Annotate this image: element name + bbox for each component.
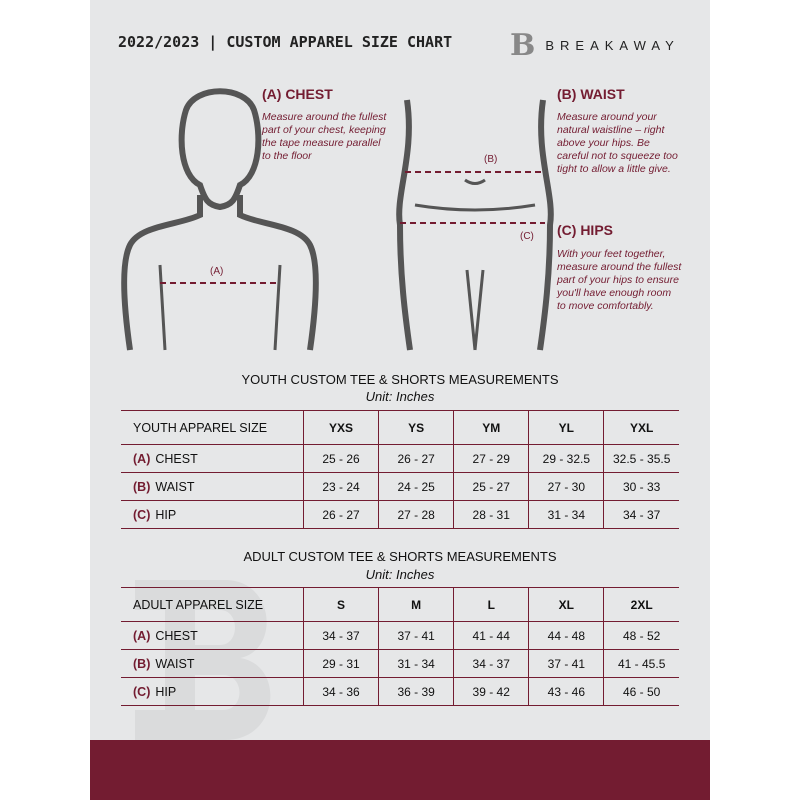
waist-description: Measure around your natural waistline – … bbox=[557, 111, 678, 175]
chest-description: Measure around the fullest part of your … bbox=[262, 111, 387, 162]
table-cell: 41 - 44 bbox=[453, 621, 529, 650]
header-cell: YOUTH APPAREL SIZE bbox=[121, 410, 304, 445]
table-cell: 34 - 37 bbox=[302, 621, 379, 650]
table-cell: 29 - 31 bbox=[302, 649, 379, 678]
measure-name: CHEST bbox=[155, 628, 198, 643]
table-cell: 34 - 37 bbox=[603, 500, 679, 529]
table-cell: 26 - 27 bbox=[378, 444, 454, 473]
table-row: (C) HIP 26 - 27 27 - 28 28 - 31 31 - 34 34 - 3… bbox=[121, 500, 679, 529]
page-title: 2022/2023 | CUSTOM APPAREL SIZE CHART bbox=[118, 33, 453, 51]
table-cell: 32.5 - 35.5 bbox=[603, 444, 679, 473]
table-cell: 23 - 24 bbox=[302, 472, 379, 501]
hips-illustration bbox=[396, 99, 554, 351]
measure-name: HIP bbox=[155, 684, 177, 699]
table-cell: 41 - 45.5 bbox=[603, 649, 679, 678]
table-cell: 27 - 28 bbox=[378, 500, 454, 529]
measure-label: (C) HIP bbox=[121, 500, 304, 529]
brand-logo: B BREAKAWAY bbox=[510, 28, 680, 63]
table-header-row: YOUTH APPAREL SIZE YXS YS YM YL YXL bbox=[121, 410, 679, 445]
table-cell: 24 - 25 bbox=[378, 472, 454, 501]
table-cell: 30 - 33 bbox=[603, 472, 679, 501]
waist-heading: (B) WAIST bbox=[557, 86, 625, 102]
measure-code: (C) bbox=[133, 507, 151, 522]
waist-marker: (B) bbox=[484, 154, 498, 165]
header-cell: YS bbox=[378, 410, 454, 445]
youth-size-table: YOUTH APPAREL SIZE YXS YS YM YL YXL (A) CHEST 25… bbox=[121, 410, 679, 529]
table-cell: 48 - 52 bbox=[603, 621, 679, 650]
measure-name: WAIST bbox=[155, 479, 195, 494]
measure-code: (A) bbox=[133, 628, 151, 643]
table-cell: 29 - 32.5 bbox=[528, 444, 604, 473]
table-cell: 39 - 42 bbox=[453, 677, 529, 706]
header-cell: XL bbox=[528, 587, 604, 622]
measure-label: (A) CHEST bbox=[121, 621, 304, 650]
adult-size-table: ADULT APPAREL SIZE S M L XL 2XL (A) CHEST 34 - 3… bbox=[121, 587, 679, 706]
youth-unit: Unit: Inches bbox=[365, 389, 435, 404]
adult-table-title: ADULT CUSTOM TEE & SHORTS MEASUREMENTS bbox=[243, 549, 557, 564]
youth-table-title: YOUTH CUSTOM TEE & SHORTS MEASUREMENTS bbox=[241, 372, 559, 387]
measure-name: HIP bbox=[155, 507, 177, 522]
header-cell: YM bbox=[453, 410, 529, 445]
adult-unit: Unit: Inches bbox=[365, 567, 435, 582]
table-cell: 25 - 27 bbox=[453, 472, 529, 501]
table-cell: 25 - 26 bbox=[302, 444, 379, 473]
measure-label: (B) WAIST bbox=[121, 649, 304, 678]
table-cell: 31 - 34 bbox=[528, 500, 604, 529]
header-cell: YXL bbox=[603, 410, 679, 445]
measure-code: (B) bbox=[133, 479, 151, 494]
measure-code: (C) bbox=[133, 684, 151, 699]
table-row: (A) CHEST 25 - 26 26 - 27 27 - 29 29 - 32.5 32… bbox=[121, 444, 679, 473]
header-cell: ADULT APPAREL SIZE bbox=[121, 587, 304, 622]
measure-label: (C) HIP bbox=[121, 677, 304, 706]
header-cell: S bbox=[302, 587, 379, 622]
measure-code: (B) bbox=[133, 656, 151, 671]
footer-band bbox=[90, 740, 710, 800]
table-cell: 27 - 29 bbox=[453, 444, 529, 473]
table-cell: 36 - 39 bbox=[378, 677, 454, 706]
table-cell: 31 - 34 bbox=[378, 649, 454, 678]
header-cell: 2XL bbox=[603, 587, 679, 622]
brand-name: BREAKAWAY bbox=[545, 38, 680, 53]
header-cell: M bbox=[378, 587, 454, 622]
chest-heading: (A) CHEST bbox=[262, 86, 333, 102]
table-cell: 37 - 41 bbox=[528, 649, 604, 678]
table-cell: 28 - 31 bbox=[453, 500, 529, 529]
size-chart-page: 2022/2023 | CUSTOM APPAREL SIZE CHART B … bbox=[90, 0, 710, 800]
table-header-row: ADULT APPAREL SIZE S M L XL 2XL bbox=[121, 587, 679, 622]
table-cell: 44 - 48 bbox=[528, 621, 604, 650]
table-cell: 46 - 50 bbox=[603, 677, 679, 706]
header-cell: YXS bbox=[302, 410, 379, 445]
measure-label: (B) WAIST bbox=[121, 472, 304, 501]
chest-marker: (A) bbox=[210, 266, 224, 277]
header-cell: L bbox=[453, 587, 529, 622]
measure-code: (A) bbox=[133, 451, 151, 466]
measure-label: (A) CHEST bbox=[121, 444, 304, 473]
table-row: (B) WAIST 23 - 24 24 - 25 25 - 27 27 - 30 30 -… bbox=[121, 472, 679, 501]
measure-name: CHEST bbox=[155, 451, 198, 466]
table-row: (B) WAIST 29 - 31 31 - 34 34 - 37 37 - 41 41 -… bbox=[121, 649, 679, 678]
table-row: (C) HIP 34 - 36 36 - 39 39 - 42 43 - 46 46 - 5… bbox=[121, 677, 679, 706]
table-row: (A) CHEST 34 - 37 37 - 41 41 - 44 44 - 48 48 -… bbox=[121, 621, 679, 650]
table-cell: 43 - 46 bbox=[528, 677, 604, 706]
table-cell: 34 - 37 bbox=[453, 649, 529, 678]
table-cell: 37 - 41 bbox=[378, 621, 454, 650]
header-cell: YL bbox=[528, 410, 604, 445]
table-cell: 27 - 30 bbox=[528, 472, 604, 501]
hips-description: With your feet together, measure around … bbox=[557, 248, 682, 312]
measure-name: WAIST bbox=[155, 656, 195, 671]
table-cell: 34 - 36 bbox=[302, 677, 379, 706]
hips-marker: (C) bbox=[520, 231, 534, 242]
hips-heading: (C) HIPS bbox=[557, 222, 613, 238]
torso-illustration bbox=[121, 88, 319, 351]
table-cell: 26 - 27 bbox=[302, 500, 379, 529]
logo-mark: B bbox=[510, 28, 536, 63]
